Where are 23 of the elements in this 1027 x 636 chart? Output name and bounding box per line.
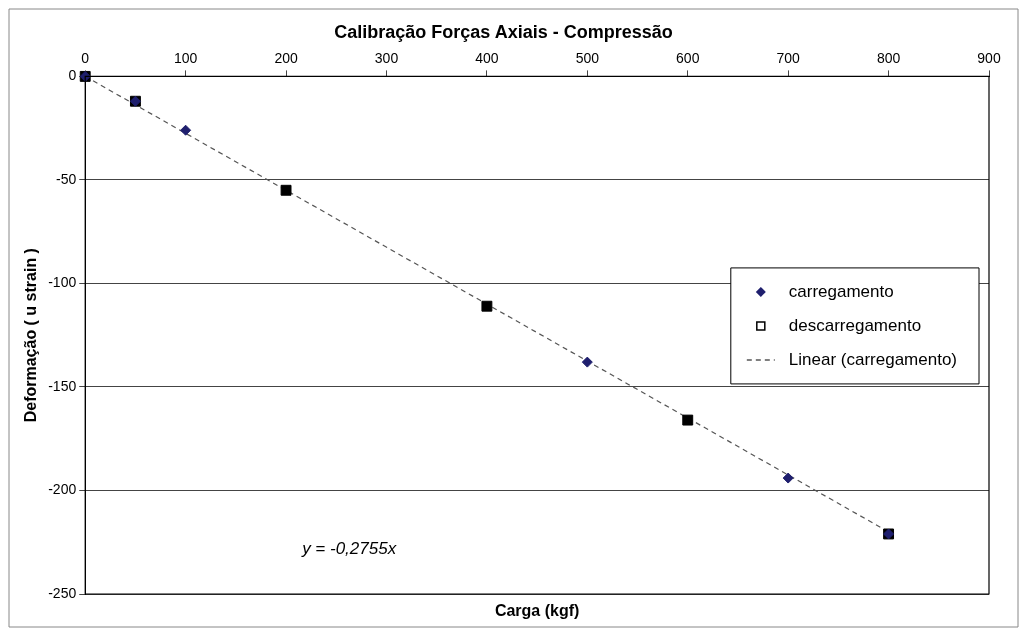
y-axis-title: Deformação ( u strain ) <box>22 248 40 423</box>
x-tick-label: 800 <box>876 49 901 66</box>
y-tick-label: 0 <box>68 67 77 84</box>
x-tick-label: 0 <box>81 49 90 66</box>
x-tick-label: 100 <box>173 49 198 66</box>
x-tick-label: 700 <box>776 49 801 66</box>
legend-label: Linear (carregamento) <box>788 349 958 369</box>
x-tick-label: 200 <box>274 49 298 66</box>
y-tick-label: -250 <box>48 584 77 601</box>
y-tick-label: -50 <box>55 170 77 187</box>
legend-label: descarregamento <box>788 315 922 335</box>
x-axis-title: Carga (kgf) <box>494 602 580 619</box>
y-tick-label: -100 <box>48 274 77 291</box>
x-tick-label: 600 <box>676 49 700 66</box>
y-tick-label: -150 <box>48 377 77 394</box>
annotation: y = -0,2755x <box>301 539 397 558</box>
y-tick-label: -200 <box>48 481 77 498</box>
x-tick-label: 500 <box>575 49 600 66</box>
chart-title: Calibração Forças Axiais - Compressão <box>334 21 673 42</box>
legend-label: carregamento <box>788 281 894 301</box>
x-tick-label: 300 <box>374 49 399 66</box>
x-tick-label: 900 <box>977 49 1001 66</box>
x-tick-label: 400 <box>475 49 499 66</box>
